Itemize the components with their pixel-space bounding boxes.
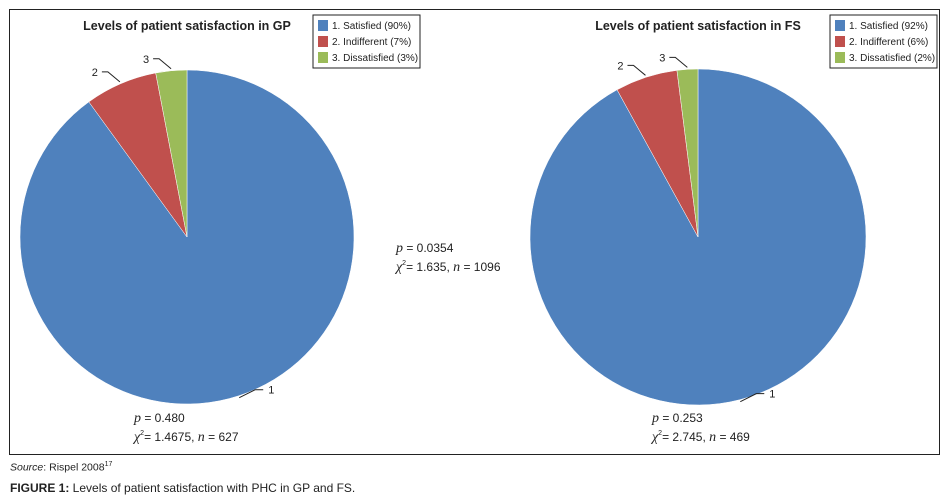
legend-swatch xyxy=(835,20,845,31)
legend-entry: 1. Satisfied (90%) xyxy=(332,21,411,32)
p-value: p = 0.253 xyxy=(651,411,703,426)
legend-entry: 3. Dissatisfied (3%) xyxy=(332,53,418,64)
slice-label: 3 xyxy=(143,54,149,66)
legend-box xyxy=(312,14,421,69)
figure-caption: FIGURE 1: Levels of patient satisfaction… xyxy=(10,481,355,495)
legend: 1. Satisfied (92%) 2. Indifferent (6%) 3. … xyxy=(829,14,938,69)
slice-label: 1 xyxy=(268,385,274,397)
legend-swatch xyxy=(835,36,845,47)
pie-slice xyxy=(155,69,188,238)
leader-line xyxy=(239,389,264,399)
p-value: p = 0.0354 xyxy=(395,241,454,256)
source-text: : Rispel 2008 xyxy=(43,461,105,474)
legend-swatch xyxy=(835,52,845,63)
legend-entry: 1. Satisfied (92%) xyxy=(849,21,928,32)
source-label: Source xyxy=(10,461,44,474)
legend-swatch xyxy=(318,20,328,31)
overall-stats: p = 0.0354 χ2= 1.635, n = 1096 xyxy=(394,241,501,275)
slice-label: 3 xyxy=(659,52,665,64)
source-ref: 17 xyxy=(104,461,113,468)
legend: 1. Satisfied (90%) 2. Indifferent (7%) 3. … xyxy=(312,14,421,69)
chi-square-and-n: χ2= 2.745, n = 469 xyxy=(650,430,750,445)
caption-label: FIGURE 1: xyxy=(10,481,70,495)
leader-line xyxy=(101,71,121,83)
slice-label: 1 xyxy=(769,389,775,401)
leader-line xyxy=(669,56,688,68)
chart-title: Levels of patient satisfaction in GP xyxy=(83,19,291,33)
chi-square-and-n: χ2= 1.4675, n = 627 xyxy=(132,430,239,445)
figure-frame xyxy=(9,9,940,455)
p-value: p = 0.480 xyxy=(133,411,185,426)
source-note: Source: Rispel 200817 xyxy=(10,461,112,474)
legend-entry: 3. Dissatisfied (2%) xyxy=(849,53,935,64)
chi-square-and-n: χ2= 1.635, n = 1096 xyxy=(394,260,501,275)
leader-line xyxy=(153,58,172,70)
leader-line xyxy=(627,64,646,76)
slice-label: 2 xyxy=(92,67,98,79)
legend-entry: 2. Indifferent (7%) xyxy=(332,37,411,48)
pie-slice xyxy=(676,68,699,238)
caption-text: Levels of patient satisfaction with PHC … xyxy=(69,481,356,495)
slice-label: 2 xyxy=(617,60,623,72)
legend-box xyxy=(829,14,938,69)
leader-line xyxy=(740,393,765,403)
chart-stats: p = 0.480 χ2= 1.4675, n = 627 xyxy=(132,411,239,445)
chart-title: Levels of patient satisfaction in FS xyxy=(595,19,801,33)
legend-entry: 2. Indifferent (6%) xyxy=(849,37,928,48)
legend-swatch xyxy=(318,36,328,47)
legend-swatch xyxy=(318,52,328,63)
chart-stats: p = 0.253 χ2= 2.745, n = 469 xyxy=(650,411,750,445)
